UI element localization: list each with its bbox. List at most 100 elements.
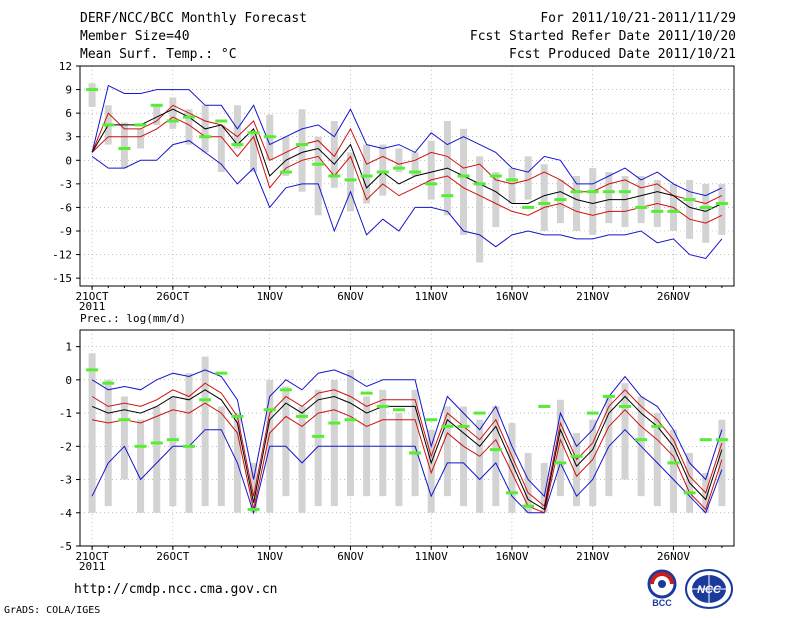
x-tick-label: 1NOV [256,290,283,303]
median-mark [102,123,115,127]
box-bar [250,132,258,173]
refer-date: Fcst Started Refer Date 2011/10/20 [469,29,736,44]
median-mark [441,424,454,428]
x-tick-label: 6NOV [337,550,364,563]
box-bar [540,164,548,231]
box-bar [524,452,532,513]
x-tick-label: 21OCT [76,290,109,303]
y-tick-label: -15 [52,272,72,285]
x-tick-label: 16NOV [495,550,528,563]
forecast-period: For 2011/10/21-2011/11/29 [540,11,736,26]
box-bar [298,109,306,192]
median-mark [279,388,292,392]
y-tick-label: -3 [59,474,72,487]
produced-date: Fcst Produced Date 2011/10/21 [509,47,736,62]
box-bar [669,429,677,513]
median-mark [619,404,631,408]
box-bar [508,423,516,513]
plot-frame [79,65,735,287]
box-bar [427,429,435,513]
y-tick-label: 12 [59,60,72,73]
median-mark [473,411,486,415]
box-bar [120,122,128,169]
y-tick-label: -5 [59,540,72,553]
box-bar [217,406,225,507]
box-bar [330,379,338,507]
mean-line [91,108,723,212]
x-tick-label: 21NOV [576,290,609,303]
box-bar [395,413,403,507]
x-tick-label: 11NOV [415,550,448,563]
median-mark [296,414,309,418]
box-bar [169,396,177,507]
median-mark [570,190,583,194]
median-mark [409,170,422,174]
box-bar [314,389,322,507]
box-bar [137,128,145,149]
median-mark [699,438,712,442]
prec-panel-label: Prec.: log(mm/d) [80,312,186,325]
median-mark [715,438,728,442]
median-mark [344,178,357,182]
median-mark [554,461,567,465]
y-tick-label: 0 [65,374,72,387]
median-mark [102,381,115,385]
median-mark [328,174,341,178]
x-tick-label: 1NOV [256,550,283,563]
source-url[interactable]: http://cmdp.ncc.cma.gov.cn [74,582,278,597]
lower-quartile-line [91,116,723,224]
x-tick-label: 26OCT [156,550,189,563]
median-mark [312,162,325,166]
plot-frame [79,329,735,547]
svg-text:BCC: BCC [652,598,672,608]
median-mark [699,205,712,209]
median-mark [150,103,163,107]
box-bar [686,179,694,239]
box-bar [540,462,548,513]
box-bar [88,83,96,107]
ncc-logo: NCC [685,569,733,609]
median-mark [166,438,179,442]
box-bar [573,433,581,507]
box-bar [411,389,419,497]
y-tick-label: -6 [59,201,72,214]
box-bar [185,373,193,513]
box-bar [556,179,564,224]
box-bar [153,105,161,125]
mean-line [91,389,723,511]
x-tick-year: 2011 [79,560,106,573]
lower-quartile-line [92,402,723,514]
y-tick-label: -1 [59,407,72,420]
y-tick-label: 9 [65,84,72,97]
median-mark [586,190,599,194]
y-tick-label: 3 [65,131,72,144]
box-bar [379,389,387,497]
box-bar [702,183,710,243]
box-bar [427,140,435,200]
median-mark [134,123,147,127]
median-mark [635,438,648,442]
median-mark [86,368,99,372]
median-mark [522,504,535,508]
median-mark [134,444,147,448]
median-mark [166,119,179,123]
median-mark [505,178,518,182]
box-bar [621,176,629,228]
box-bar [653,413,661,507]
median-mark [263,408,276,412]
median-mark [473,182,486,186]
max-line [91,369,723,498]
median-mark [457,174,470,178]
median-mark [118,418,131,422]
box-bar [556,399,564,497]
y-tick-label: -9 [59,225,72,238]
median-mark [328,421,341,425]
median-mark [683,198,696,202]
median-mark [199,398,212,402]
x-tick-label: 11NOV [415,290,448,303]
box-bar [282,386,290,497]
median-mark [360,391,373,395]
median-mark [150,441,163,445]
median-mark [602,190,615,194]
